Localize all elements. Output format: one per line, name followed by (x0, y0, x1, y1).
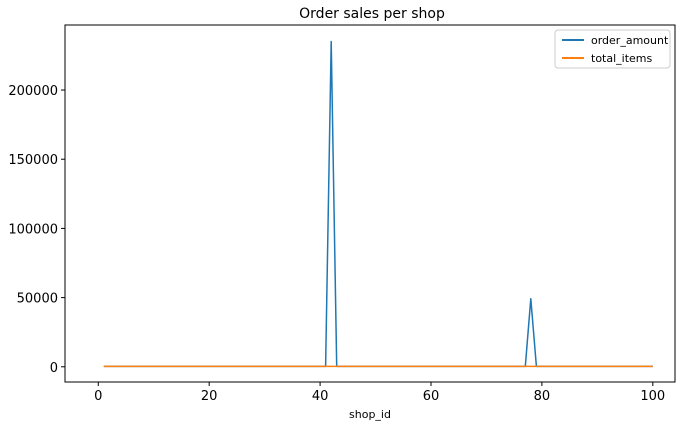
x-tick-label: 0 (94, 389, 102, 404)
y-tick-label: 100000 (8, 222, 58, 237)
legend: order_amount total_items (554, 29, 671, 69)
y-tick-label: 200000 (8, 84, 58, 99)
legend-label-total-items: total_items (591, 52, 653, 65)
chart-title: Order sales per shop (299, 6, 445, 22)
legend-label-order-amount: order_amount (591, 34, 669, 47)
y-tick-label: 0 (50, 361, 58, 376)
y-tick-label: 150000 (8, 153, 58, 168)
series-line-order-amount (103, 40, 653, 368)
plot-area-frame (64, 24, 676, 383)
x-tick-label: 100 (640, 389, 665, 404)
lines-layer (103, 40, 653, 368)
x-tick-label: 20 (201, 389, 218, 404)
x-tick-label: 60 (423, 389, 440, 404)
ticks-layer: 0 20 40 60 80 100 0 50000 100000 150000 200000 (8, 84, 665, 404)
x-axis-label: shop_id (349, 408, 391, 421)
y-tick-label: 50000 (17, 292, 58, 307)
x-tick-label: 40 (312, 389, 329, 404)
x-tick-label: 80 (534, 389, 551, 404)
